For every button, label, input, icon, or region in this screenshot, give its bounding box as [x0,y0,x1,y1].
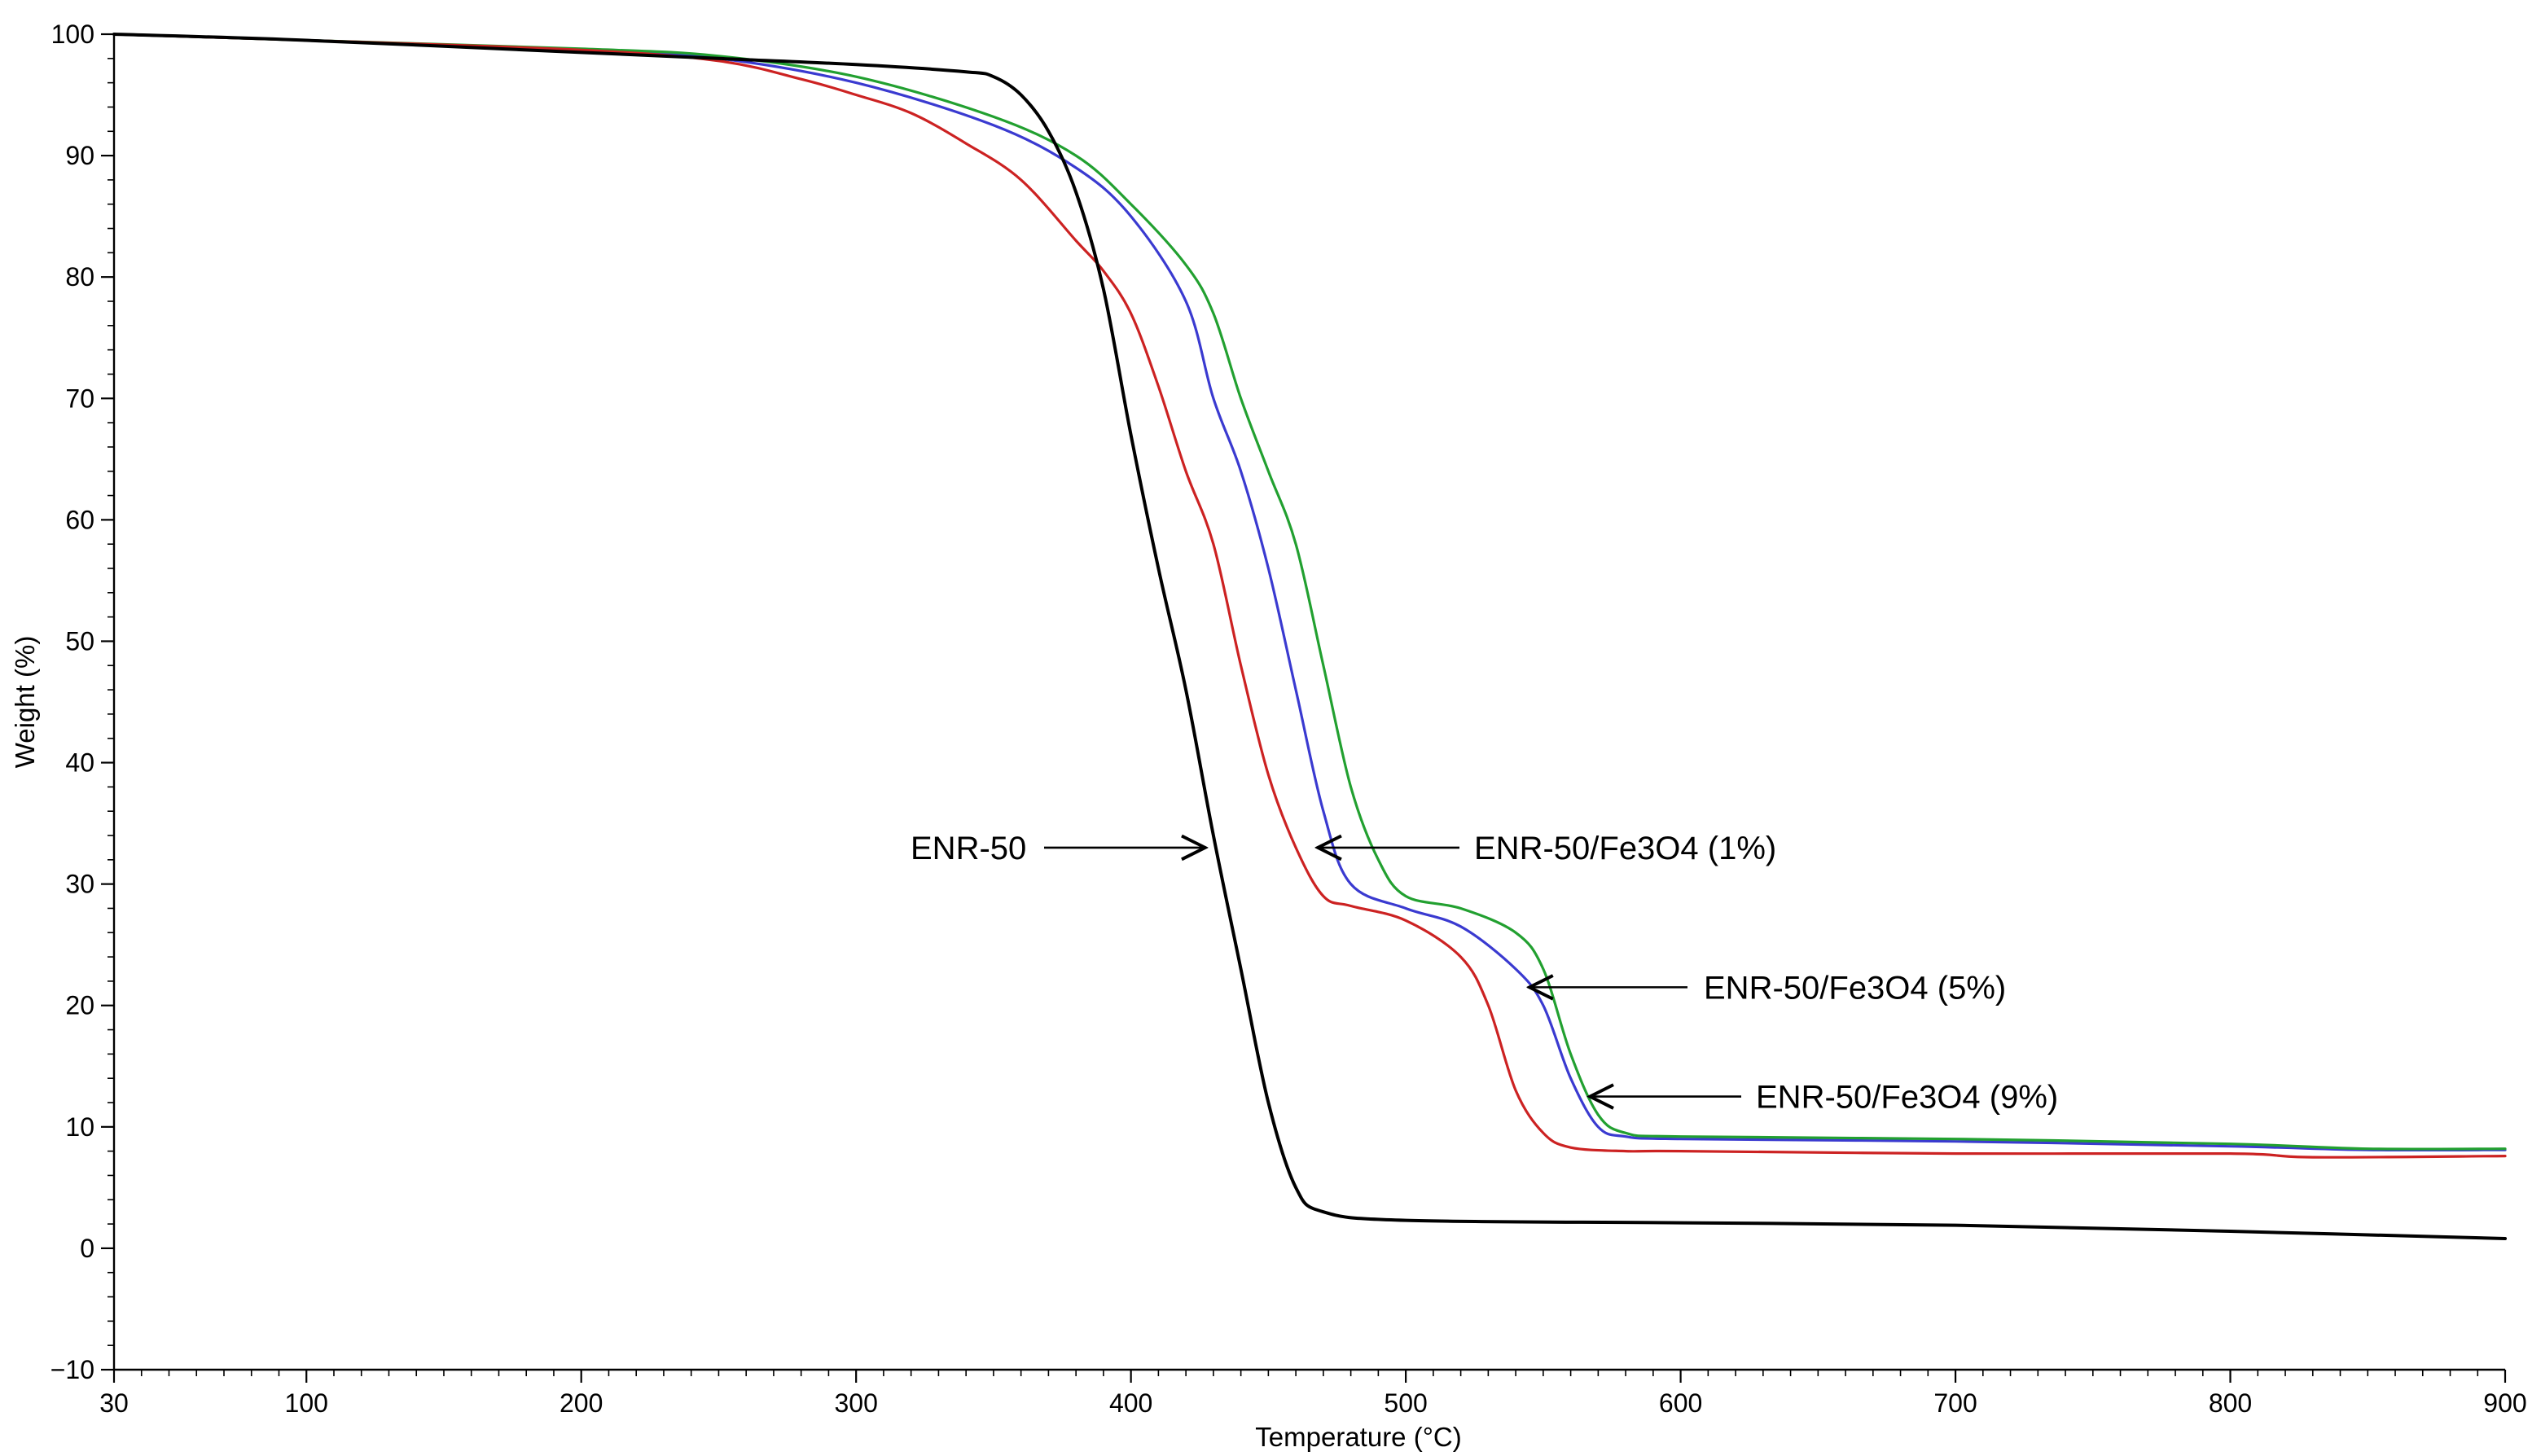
x-tick-label: 200 [560,1388,603,1418]
x-axis-title: Temperature (°C) [1255,1422,1461,1452]
annotation-label: ENR-50/Fe3O4 (5%) [1704,970,2006,1006]
x-tick-label: 700 [1933,1388,1977,1418]
y-tick-label: 50 [65,626,94,656]
x-tick-label: 30 [99,1388,129,1418]
y-tick-label: 60 [65,505,94,534]
x-tick-label: 300 [834,1388,877,1418]
y-tick-label: 70 [65,384,94,413]
annotation-label: ENR-50/Fe3O4 (1%) [1474,831,1776,866]
series-line-1 [112,33,2507,1159]
series-line-0 [112,33,2507,1240]
y-tick-label: 20 [65,991,94,1020]
x-tick-label: 600 [1659,1388,1702,1418]
x-tick-label: 800 [2209,1388,2252,1418]
y-tick-label: 90 [65,141,94,170]
y-tick-label: −10 [50,1355,94,1384]
y-tick-label: 10 [65,1112,94,1142]
x-tick-label: 500 [1384,1388,1427,1418]
y-tick-label: 30 [65,870,94,899]
y-tick-label: 0 [80,1234,94,1263]
series-line-3 [112,33,2507,1151]
y-tick-label: 80 [65,262,94,292]
y-axis-title: Weight (%) [10,636,40,769]
series-line-2 [112,33,2507,1152]
x-tick-label: 100 [285,1388,328,1418]
annotation-label: ENR-50/Fe3O4 (9%) [1756,1080,2058,1116]
y-tick-label: 100 [51,20,94,49]
x-tick-label: 900 [2483,1388,2526,1418]
x-tick-label: 400 [1109,1388,1152,1418]
series-group [112,33,2507,1240]
annotations: ENR-50 ENR-50/Fe3O4 (1%) ENR-50/Fe3O4 (5%)… [911,831,2058,1116]
annotation-label: ENR-50 [911,831,1026,866]
y-tick-label: 40 [65,748,94,778]
